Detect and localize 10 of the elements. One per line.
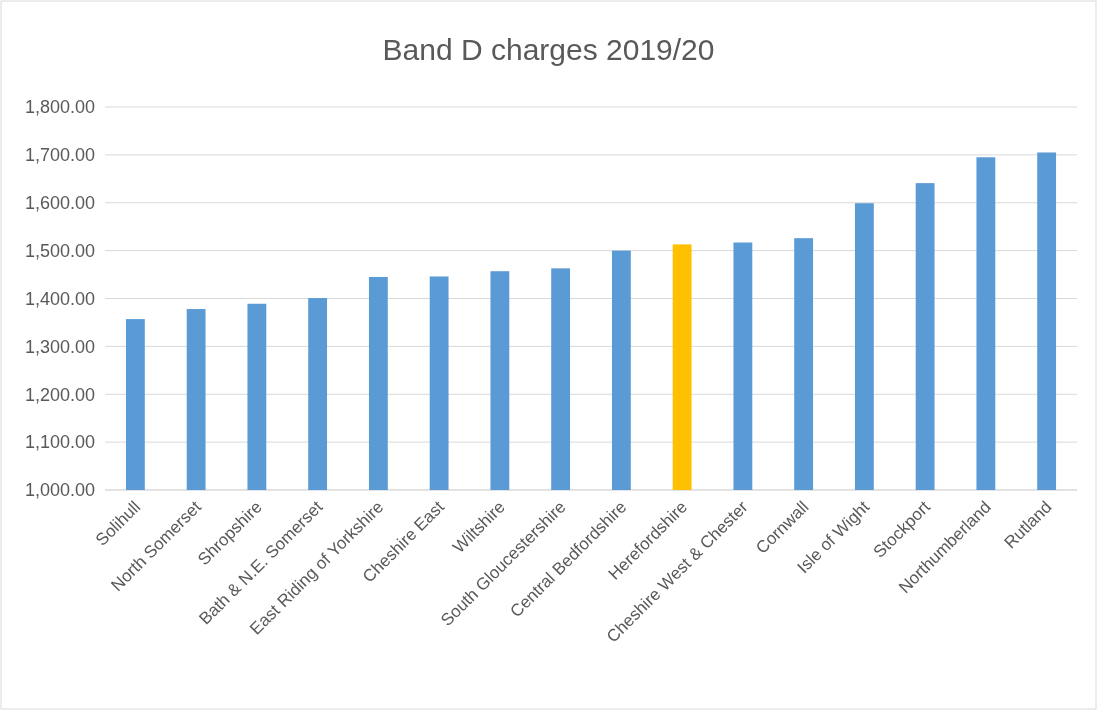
chart-title: Band D charges 2019/20: [382, 33, 715, 66]
y-tick-label: 1,400.00: [24, 288, 95, 309]
y-tick-label: 1,100.00: [24, 432, 95, 453]
y-tick-label: 1,000.00: [24, 480, 95, 501]
y-tick-label: 1,500.00: [24, 240, 95, 261]
y-tick-label: 1,300.00: [24, 336, 95, 357]
y-tick-label: 1,200.00: [24, 384, 95, 405]
y-tick-label: 1,700.00: [24, 145, 95, 166]
y-tick-label: 1,600.00: [24, 193, 95, 214]
y-tick-label: 1,800.00: [24, 97, 95, 118]
